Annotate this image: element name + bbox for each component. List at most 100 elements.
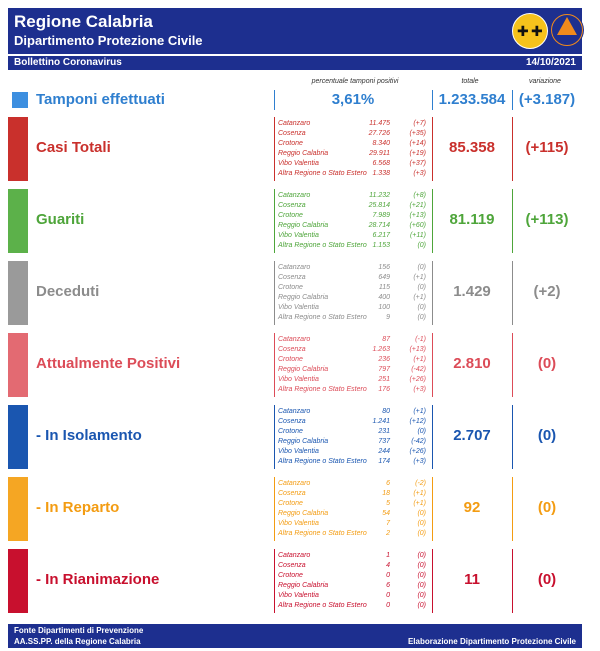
province-name: Vibo Valentia xyxy=(278,448,319,455)
province-value: 11.475 xyxy=(369,120,390,127)
section-variation: (+115) xyxy=(525,139,569,156)
tamponi-square xyxy=(12,92,28,108)
section-label: Guariti xyxy=(36,211,85,228)
province-delta: (+21) xyxy=(409,202,426,209)
province-name: Reggio Calabria xyxy=(278,150,329,157)
province-delta: (0) xyxy=(417,510,426,517)
province-value: 27.726 xyxy=(368,130,390,137)
divider xyxy=(274,405,275,469)
province-delta: (0) xyxy=(417,552,426,559)
divider xyxy=(512,549,513,613)
province-value: 156 xyxy=(378,264,390,271)
province-row: Vibo Valentia 0 (0) xyxy=(278,591,428,601)
province-name: Altra Regione o Stato Estero xyxy=(278,458,367,465)
province-name: Crotone xyxy=(278,212,303,219)
province-name: Catanzaro xyxy=(278,552,311,559)
divider xyxy=(274,189,275,253)
province-delta: (-42) xyxy=(411,438,426,445)
province-name: Altra Regione o Stato Estero xyxy=(278,386,367,393)
section-total: 92 xyxy=(463,499,481,516)
province-row: Altra Regione o Stato Estero 9 (0) xyxy=(278,313,428,323)
province-value: 0 xyxy=(386,572,390,579)
province-delta: (0) xyxy=(417,530,426,537)
divider xyxy=(432,189,433,253)
province-delta: (+19) xyxy=(409,150,426,157)
province-name: Reggio Calabria xyxy=(278,366,329,373)
province-name: Altra Regione o Stato Estero xyxy=(278,602,367,609)
province-name: Cosenza xyxy=(278,418,306,425)
section-1: Guariti Catanzaro 11.232 (+8) Cosenza 25.814 (… xyxy=(8,189,582,253)
province-value: 6.217 xyxy=(372,232,390,239)
province-delta: (0) xyxy=(417,562,426,569)
province-row: Vibo Valentia 244 (+26) xyxy=(278,447,428,457)
bulletin-bar: Bollettino Coronavirus 14/10/2021 xyxy=(8,56,582,70)
section-6: - In Rianimazione Catanzaro 1 (0) Cosenza 4 (0… xyxy=(8,549,582,613)
province-name: Catanzaro xyxy=(278,336,311,343)
province-value: 1 xyxy=(386,552,390,559)
province-row: Reggio Calabria 797 (-42) xyxy=(278,365,428,375)
province-delta: (+1) xyxy=(413,408,426,415)
civil-protection-logo-icon xyxy=(550,13,584,47)
column-header-pct: percentuale tamponi positivi xyxy=(311,78,399,85)
province-row: Catanzaro 87 (-1) xyxy=(278,335,428,345)
section-total: 81.119 xyxy=(449,211,495,228)
tamponi-variation: (+3.187) xyxy=(518,91,576,108)
province-row: Catanzaro 156 (0) xyxy=(278,263,428,273)
province-name: Crotone xyxy=(278,500,303,507)
province-row: Cosenza 4 (0) xyxy=(278,561,428,571)
department-title: Dipartimento Protezione Civile xyxy=(14,33,203,48)
province-delta: (0) xyxy=(417,572,426,579)
province-row: Crotone 0 (0) xyxy=(278,571,428,581)
province-value: 1.263 xyxy=(372,346,390,353)
province-name: Vibo Valentia xyxy=(278,160,319,167)
province-row: Crotone 236 (+1) xyxy=(278,355,428,365)
province-value: 1.241 xyxy=(372,418,390,425)
province-name: Reggio Calabria xyxy=(278,438,329,445)
section-label: Casi Totali xyxy=(36,139,111,156)
province-breakdown: Catanzaro 11.232 (+8) Cosenza 25.814 (+21) Cro… xyxy=(278,191,428,251)
province-row: Catanzaro 80 (+1) xyxy=(278,407,428,417)
province-value: 87 xyxy=(382,336,390,343)
tamponi-pct: 3,61% xyxy=(331,91,375,108)
province-value: 236 xyxy=(378,356,390,363)
province-value: 1.338 xyxy=(372,170,390,177)
province-row: Catanzaro 1 (0) xyxy=(278,551,428,561)
province-value: 9 xyxy=(386,314,390,321)
province-delta: (-2) xyxy=(415,480,426,487)
section-variation: (0) xyxy=(537,355,557,372)
province-delta: (+35) xyxy=(409,130,426,137)
section-color-square xyxy=(8,333,28,397)
province-value: 400 xyxy=(378,294,390,301)
province-name: Catanzaro xyxy=(278,480,311,487)
province-value: 649 xyxy=(378,274,390,281)
province-breakdown: Catanzaro 1 (0) Cosenza 4 (0) Crotone 0 (0) Reggi… xyxy=(278,551,428,611)
province-row: Vibo Valentia 7 (0) xyxy=(278,519,428,529)
province-row: Cosenza 25.814 (+21) xyxy=(278,201,428,211)
header-banner: Regione Calabria Dipartimento Protezione… xyxy=(8,8,584,54)
tamponi-row: Tamponi effettuati 3,61% 1.233.584 (+3.1… xyxy=(8,90,582,110)
divider xyxy=(432,261,433,325)
section-label: - In Rianimazione xyxy=(36,571,160,588)
province-name: Crotone xyxy=(278,356,303,363)
province-delta: (+13) xyxy=(409,346,426,353)
province-value: 7 xyxy=(386,520,390,527)
divider xyxy=(512,90,513,110)
section-color-square xyxy=(8,405,28,469)
province-row: Altra Regione o Stato Estero 1.153 (0) xyxy=(278,241,428,251)
province-value: 25.814 xyxy=(368,202,390,209)
section-2: Deceduti Catanzaro 156 (0) Cosenza 649 (+1) Cro… xyxy=(8,261,582,325)
province-row: Crotone 231 (0) xyxy=(278,427,428,437)
province-row: Reggio Calabria 737 (-42) xyxy=(278,437,428,447)
section-label: - In Reparto xyxy=(36,499,120,516)
province-name: Reggio Calabria xyxy=(278,582,329,589)
province-row: Crotone 7.989 (+13) xyxy=(278,211,428,221)
province-delta: (+12) xyxy=(409,418,426,425)
province-name: Cosenza xyxy=(278,274,306,281)
province-delta: (0) xyxy=(417,264,426,271)
section-label: - In Isolamento xyxy=(36,427,142,444)
province-name: Cosenza xyxy=(278,130,306,137)
section-5: - In Reparto Catanzaro 6 (-2) Cosenza 18 (+1) C… xyxy=(8,477,582,541)
footer-source-detail: AA.SS.PP. della Regione Calabria xyxy=(14,637,141,646)
section-total: 2.810 xyxy=(453,355,491,372)
province-delta: (0) xyxy=(417,304,426,311)
